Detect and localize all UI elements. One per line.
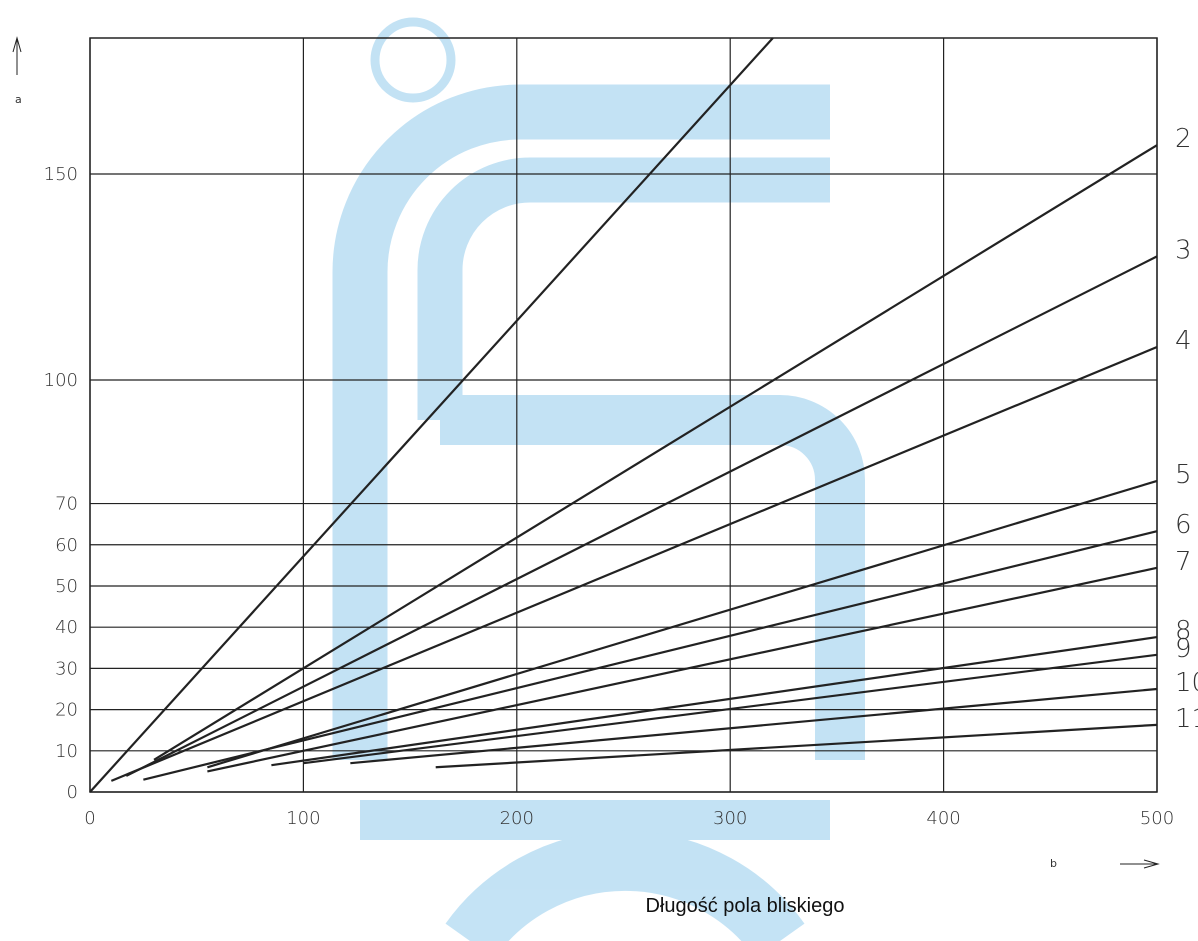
y-tick-label: 60 (55, 535, 78, 556)
y-tick-label: 0 (67, 782, 78, 803)
series-label: 3 (1175, 235, 1192, 265)
x-axis-label: b (1050, 857, 1057, 870)
y-tick-label: 50 (55, 576, 78, 597)
x-tick-label: 300 (713, 808, 747, 829)
series-label: 2 (1175, 124, 1192, 154)
x-arrow (1120, 860, 1158, 868)
series-label: 4 (1175, 326, 1192, 356)
x-tick-label: 200 (500, 808, 534, 829)
y-axis-label: a (15, 93, 22, 106)
data-line (154, 145, 1157, 760)
chart: a b Długość pola bliskiego 0102030405060… (0, 0, 1198, 941)
data-line (143, 531, 1157, 779)
x-tick-label: 400 (926, 808, 960, 829)
watermark (360, 22, 840, 941)
series-label: 10 (1175, 668, 1198, 698)
y-tick-label: 20 (55, 700, 78, 721)
series-label: 7 (1175, 547, 1192, 577)
caption: Długość pola bliskiego (645, 895, 844, 917)
x-tick-label: 100 (286, 808, 320, 829)
y-tick-label: 10 (55, 741, 78, 762)
x-tick-label: 0 (84, 808, 95, 829)
series-label: 9 (1175, 634, 1192, 664)
y-tick-label: 100 (44, 370, 78, 391)
series-label: 5 (1175, 460, 1192, 490)
y-tick-label: 40 (55, 617, 78, 638)
y-arrow (13, 38, 21, 75)
y-tick-label: 150 (44, 164, 78, 185)
x-tick-label: 500 (1140, 808, 1174, 829)
y-tick-label: 70 (55, 494, 78, 515)
y-tick-label: 30 (55, 658, 78, 679)
series-label: 6 (1175, 510, 1192, 540)
series-label: 11 (1175, 704, 1198, 734)
data-line (126, 256, 1157, 776)
